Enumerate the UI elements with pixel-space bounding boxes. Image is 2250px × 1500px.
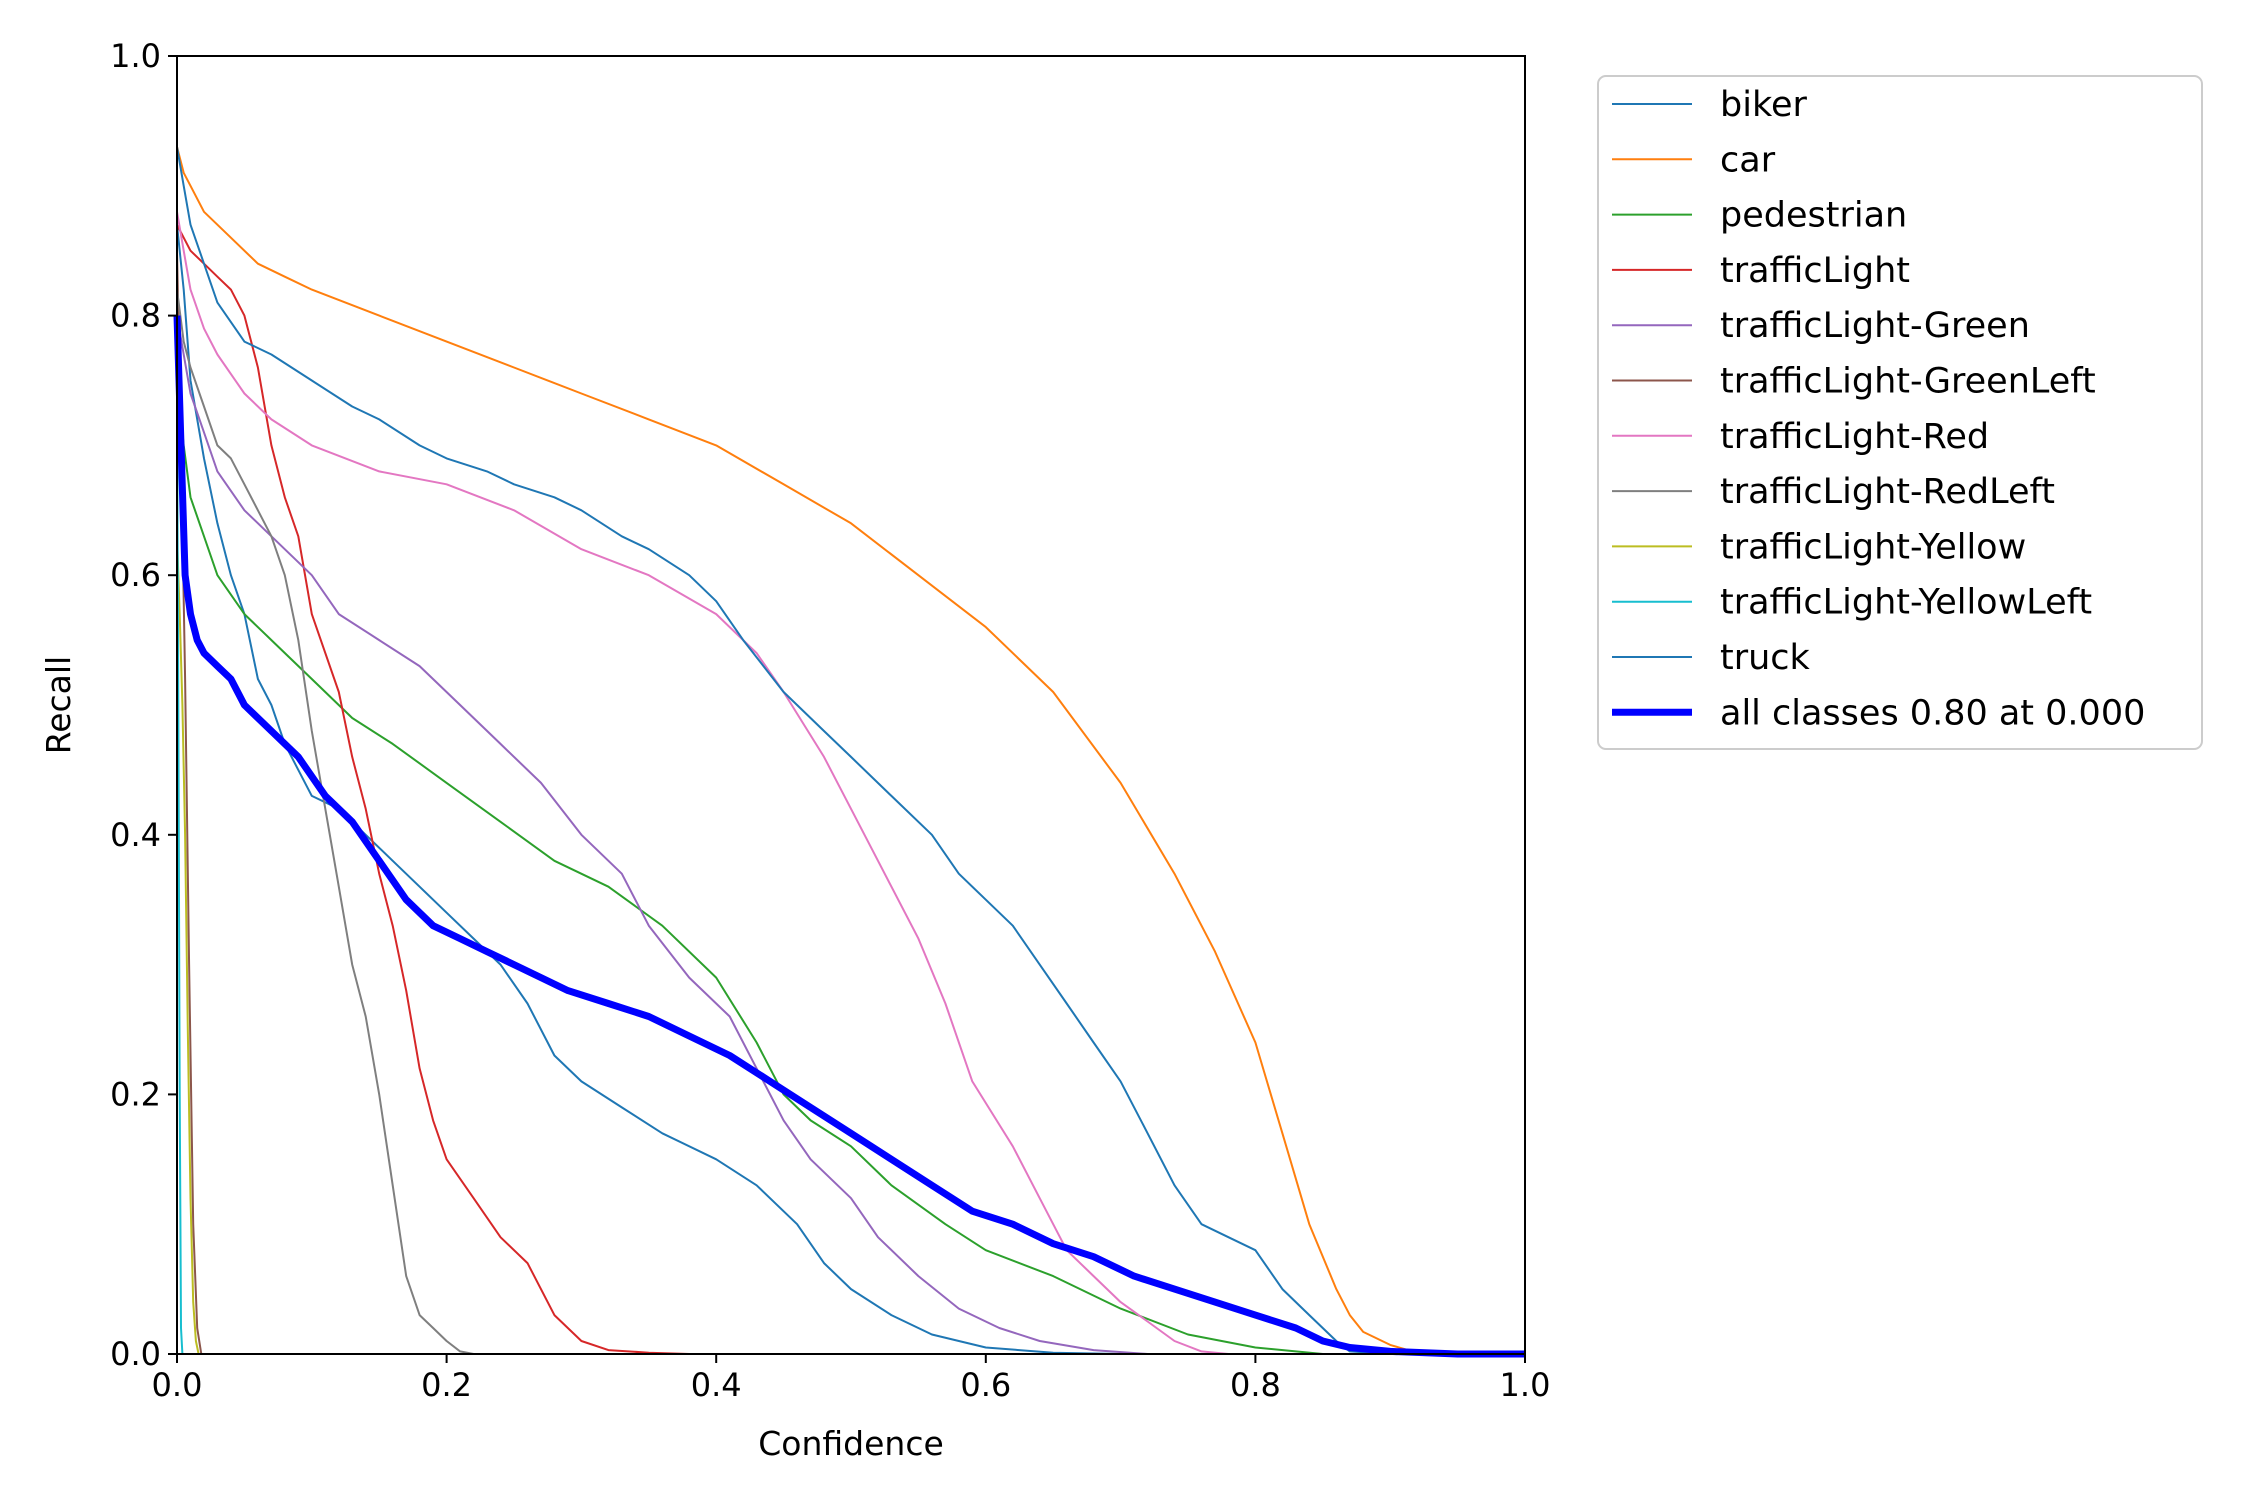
x-tick-label: 0.2 [421,1366,472,1404]
x-tick-label: 0.0 [152,1366,203,1404]
series-line-trafficlight [176,224,1525,1355]
y-axis-label: Recall [39,656,78,754]
legend-label-trafficlight-redleft: trafficLight-RedLeft [1720,472,2055,512]
y-tick-label: 0.4 [110,816,161,854]
series-line-trafficlight-redleft [176,289,1525,1355]
legend-label-trafficlight-red: trafficLight-Red [1720,417,1989,457]
y-tick-label: 0.0 [110,1335,161,1373]
series-line-truck [176,146,1525,1355]
x-axis-label: Confidence [758,1424,944,1463]
x-tick-label: 1.0 [1500,1366,1551,1404]
legend-label-trafficlight-green: trafficLight-Green [1720,306,2030,346]
y-tick-label: 0.8 [110,297,161,335]
legend-label-all-classes-0-80-at-0-000: all classes 0.80 at 0.000 [1720,693,2145,733]
legend-label-trafficlight-yellowleft: trafficLight-YellowLeft [1720,583,2092,623]
legend-label-truck: truck [1720,638,1811,678]
y-axis-ticks: 0.0 0.2 0.4 0.6 0.8 1.0 [110,37,177,1373]
legend-label-biker: biker [1720,85,1807,125]
legend: biker car pedestrian trafficLight trafficLig… [1597,75,2203,750]
y-tick-label: 0.2 [110,1075,161,1113]
plot-frame [176,55,1526,1355]
legend-label-trafficlight-yellow: trafficLight-Yellow [1720,527,2026,567]
series-line-pedestrian [176,380,1525,1355]
y-tick-label: 0.6 [110,556,161,594]
series-line-car [176,146,1525,1355]
x-tick-label: 0.8 [1230,1366,1281,1404]
x-axis-ticks: 0.0 0.2 0.4 0.6 0.8 1.0 [152,1354,1551,1404]
legend-label-trafficlight: trafficLight [1720,251,1910,291]
legend-label-car: car [1720,140,1776,180]
series-line-trafficlight-red [176,211,1525,1355]
x-tick-label: 0.4 [691,1366,742,1404]
legend-frame [1597,75,2203,750]
plot-lines [173,146,1525,1358]
x-tick-label: 0.6 [960,1366,1011,1404]
series-line-trafficlight-green [176,315,1525,1355]
series-line-trafficlight-yellow [176,536,1525,1355]
series-line-all-classes-0-80-at-0-000 [173,315,1525,1358]
series-line-trafficlight-greenleft [176,250,1525,1355]
legend-label-pedestrian: pedestrian [1720,196,1907,236]
legend-label-trafficlight-greenleft: trafficLight-GreenLeft [1720,362,2096,402]
y-tick-label: 1.0 [110,37,161,75]
series-line-biker [176,224,1525,1355]
